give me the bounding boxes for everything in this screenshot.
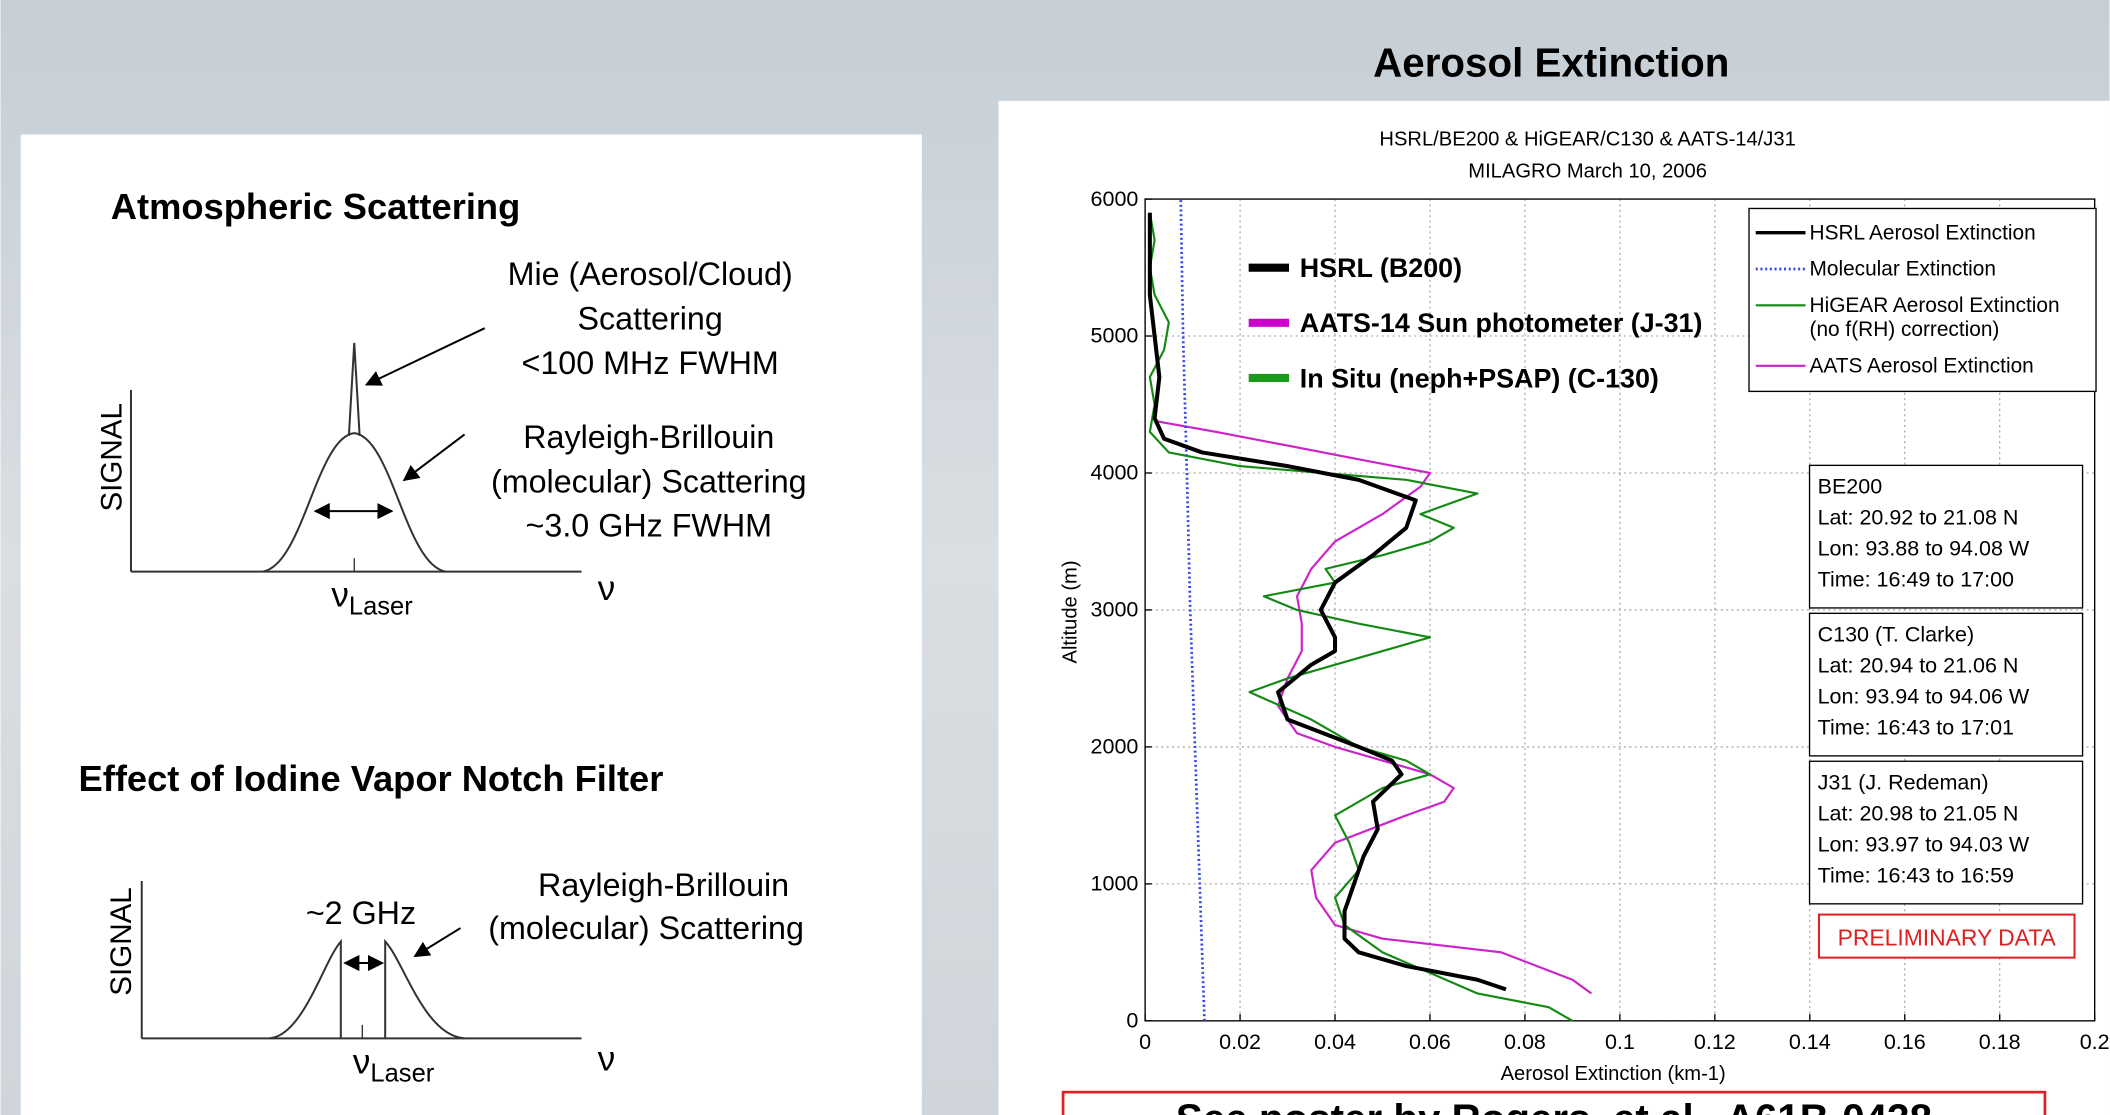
info-line: Time: 16:49 to 17:00 [1818,567,2014,591]
axis-label: SIGNAL [96,403,129,512]
page: { "diagram": { "scattering": { "title": … [0,0,2110,1115]
info-line: J31 (J. Redeman) [1818,771,1989,795]
y-tick-label: 1000 [1091,872,1139,896]
rayleigh-label: Rayleigh-Brillouin (molecular) Scatterin… [491,419,807,544]
label: ~2 GHz [306,895,416,931]
label: Scattering [578,301,723,337]
label: <100 MHz FWHM [522,345,779,381]
legend-label: HSRL Aerosol Extinction [1810,221,2036,244]
footer: See poster by Rogers, et al., A61B-0438 [1176,1095,1932,1115]
x-tick-label: 0.06 [1409,1030,1451,1054]
y-tick-label: 5000 [1091,324,1139,348]
info-line: Time: 16:43 to 17:01 [1818,715,2014,739]
nu: ν [331,576,348,615]
axis-label: SIGNAL [105,887,138,996]
info-line: Time: 16:43 to 16:59 [1818,863,2014,887]
info-line: BE200 [1818,475,1883,499]
x-tick-label: 0.1 [1605,1030,1635,1054]
x-tick-label: 0.2 [2080,1030,2110,1054]
y-axis-label: Altitude (m) [1060,560,1082,663]
legend: HSRL Aerosol Extinction Molecular Extinct… [1749,208,2096,391]
info-line: Lon: 93.88 to 94.08 W [1818,536,2030,560]
x-tick-label: 0.18 [1979,1030,2021,1054]
info-line: Lat: 20.98 to 21.05 N [1818,801,2019,825]
subscript: Laser [349,593,413,621]
y-tick-label: 0 [1126,1009,1138,1033]
label: (molecular) Scattering [491,463,807,499]
legend-note: (no f(RH) correction) [1810,318,2000,341]
y-tick-label: 6000 [1091,187,1139,211]
slide: Atmospheric Scattering Mie (Aerosol/Clou… [0,0,2110,1115]
left-panel: Atmospheric Scattering Mie (Aerosol/Clou… [21,134,922,1115]
y-tick-label: 3000 [1091,598,1139,622]
highlight-label: In Situ (neph+PSAP) (C-130) [1300,363,1659,393]
x-tick-label: 0.08 [1504,1030,1546,1054]
y-tick-label: 4000 [1091,461,1139,485]
axis-label: ν [598,569,615,608]
diagram-title: Effect of Iodine Vapor Notch Filter [79,758,664,799]
chart-title: MILAGRO March 10, 2006 [1468,161,1707,183]
legend-label: AATS Aerosol Extinction [1810,355,2034,378]
label: Rayleigh-Brillouin [523,419,774,455]
diagram-title: Atmospheric Scattering [111,186,520,227]
info-line: Lon: 93.94 to 94.06 W [1818,684,2030,708]
highlight-label: HSRL (B200) [1300,253,1462,283]
x-tick-label: 0.02 [1219,1030,1261,1054]
x-axis-label: Aerosol Extinction (km-1) [1501,1063,1726,1085]
stamp: PRELIMINARY DATA [1838,925,2057,951]
x-tick-label: 0.14 [1789,1030,1831,1054]
label: Mie (Aerosol/Cloud) [508,256,793,292]
nu: ν [353,1042,370,1081]
chart-heading: Aerosol Extinction [1373,40,1729,86]
info-line: Lon: 93.97 to 94.03 W [1818,832,2030,856]
legend-label: HiGEAR Aerosol Extinction [1810,294,2060,317]
label: Rayleigh-Brillouin [538,867,789,903]
y-tick-label: 2000 [1091,735,1139,759]
axis-label: ν [598,1040,615,1079]
highlight-label: AATS-14 Sun photometer (J-31) [1300,308,1703,338]
info-line: Lat: 20.94 to 21.06 N [1818,653,2019,677]
subscript: Laser [370,1059,434,1087]
chart-title: HSRL/BE200 & HiGEAR/C130 & AATS-14/J31 [1379,128,1795,150]
x-tick-label: 0.12 [1694,1030,1736,1054]
label: (molecular) Scattering [488,910,804,946]
info-line: Lat: 20.92 to 21.08 N [1818,506,2019,530]
info-line: C130 (T. Clarke) [1818,623,1975,647]
label: ~3.0 GHz FWHM [526,508,773,544]
x-tick-label: 0.16 [1884,1030,1926,1054]
x-tick-label: 0.04 [1314,1030,1356,1054]
x-tick-label: 0 [1139,1030,1151,1054]
legend-label: Molecular Extinction [1810,258,1996,281]
